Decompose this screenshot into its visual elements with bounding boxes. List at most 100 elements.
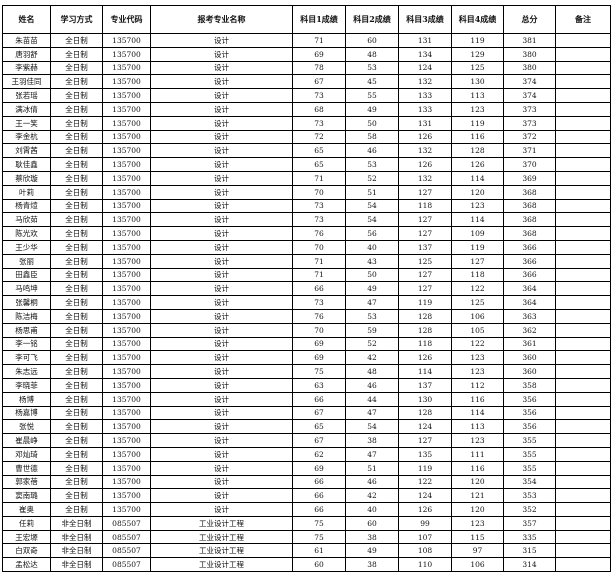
table-cell: 97 bbox=[451, 543, 504, 559]
table-cell: 全日制 bbox=[50, 433, 103, 448]
table-cell: 137 bbox=[398, 377, 452, 393]
table-cell: 设计 bbox=[150, 391, 293, 407]
table-cell: 崔奥 bbox=[2, 502, 51, 517]
table-cell: 118 bbox=[398, 336, 452, 352]
table-cell: 设计 bbox=[150, 253, 293, 269]
table-cell: 68 bbox=[292, 101, 346, 117]
table-row: 王一笑 全日制 135700 设计 73 50 131 119 373 bbox=[2, 115, 611, 131]
table-cell: 非全日制 bbox=[50, 529, 103, 545]
table-cell: 70 bbox=[292, 322, 346, 338]
empty-cell bbox=[555, 33, 611, 48]
table-cell: 59 bbox=[345, 322, 399, 338]
table-cell: 135700 bbox=[102, 88, 151, 103]
table-cell: 73 bbox=[292, 212, 346, 228]
table-cell: 085507 bbox=[102, 557, 151, 573]
table-cell: 陈洁梅 bbox=[2, 308, 51, 324]
table-cell: 135700 bbox=[102, 446, 151, 462]
table-cell: 杨嘉博 bbox=[2, 405, 51, 421]
table-cell: 126 bbox=[398, 129, 452, 145]
table-cell: 56 bbox=[345, 226, 399, 241]
table-cell: 73 bbox=[292, 295, 346, 310]
table-cell: 65 bbox=[292, 157, 346, 172]
table-cell: 全日制 bbox=[50, 33, 103, 48]
table-row: 张悦 全日制 135700 设计 65 54 124 113 356 bbox=[2, 419, 611, 435]
table-row: 朱志远 全日制 135700 设计 75 48 114 123 360 bbox=[2, 364, 611, 379]
table-cell: 134 bbox=[398, 46, 452, 62]
table-cell: 62 bbox=[292, 446, 346, 462]
table-cell: 孟松达 bbox=[2, 557, 51, 573]
table-cell: 135700 bbox=[102, 405, 151, 421]
table-cell: 135700 bbox=[102, 350, 151, 366]
table-row: 王宏塬 非全日制 085507 工业设计工程 75 38 107 115 335 bbox=[2, 529, 611, 545]
table-cell: 69 bbox=[292, 350, 346, 366]
table-cell: 120 bbox=[451, 474, 504, 490]
table-row: 窦南璐 全日制 135700 设计 66 42 124 121 353 bbox=[2, 488, 611, 504]
table-cell: 355 bbox=[503, 460, 556, 476]
table-cell: 364 bbox=[503, 281, 556, 297]
table-cell: 368 bbox=[503, 198, 556, 214]
table-cell: 设计 bbox=[150, 364, 293, 379]
empty-cell bbox=[555, 460, 611, 476]
table-cell: 朱苗苗 bbox=[2, 33, 51, 48]
table-row: 李金杭 全日制 135700 设计 72 58 126 116 372 bbox=[2, 129, 611, 145]
table-cell: 窦南璐 bbox=[2, 488, 51, 504]
table-cell: 127 bbox=[398, 212, 452, 228]
table-row: 杨青煊 全日制 135700 设计 73 54 118 123 368 bbox=[2, 198, 611, 214]
empty-cell bbox=[555, 143, 611, 159]
table-row: 陈光欢 全日制 135700 设计 76 56 127 109 368 bbox=[2, 226, 611, 241]
table-cell: 373 bbox=[503, 101, 556, 117]
table-cell: 116 bbox=[451, 460, 504, 476]
table-cell: 耿佳鑫 bbox=[2, 157, 51, 172]
table-cell: 杨青煊 bbox=[2, 198, 51, 214]
table-body: 朱苗苗 全日制 135700 设计 71 60 131 119 381 唐羽舒 全日制 135700 设… bbox=[2, 33, 611, 573]
table-cell: 50 bbox=[345, 267, 399, 283]
table-cell: 马欣茹 bbox=[2, 212, 51, 228]
empty-cell bbox=[555, 170, 611, 186]
table-cell: 王羽佳同 bbox=[2, 74, 51, 90]
table-cell: 122 bbox=[451, 336, 504, 352]
table-cell: 设计 bbox=[150, 488, 293, 504]
table-cell: 135700 bbox=[102, 46, 151, 62]
table-cell: 135700 bbox=[102, 474, 151, 490]
table-cell: 设计 bbox=[150, 226, 293, 241]
table-cell: 124 bbox=[398, 488, 452, 504]
table-cell: 朱志远 bbox=[2, 364, 51, 379]
table-cell: 设计 bbox=[150, 88, 293, 103]
table-cell: 114 bbox=[398, 364, 452, 379]
table-cell: 设计 bbox=[150, 405, 293, 421]
table-cell: 366 bbox=[503, 239, 556, 255]
table-cell: 128 bbox=[398, 322, 452, 338]
empty-cell bbox=[555, 515, 611, 531]
table-cell: 70 bbox=[292, 239, 346, 255]
table-cell: 76 bbox=[292, 308, 346, 324]
table-cell: 设计 bbox=[150, 295, 293, 310]
table-cell: 设计 bbox=[150, 433, 293, 448]
table-cell: 380 bbox=[503, 60, 556, 76]
table-cell: 353 bbox=[503, 488, 556, 504]
table-cell: 135700 bbox=[102, 184, 151, 200]
table-cell: 69 bbox=[292, 46, 346, 62]
table-cell: 48 bbox=[345, 364, 399, 379]
table-cell: 70 bbox=[292, 184, 346, 200]
table-row: 曹世德 全日制 135700 设计 69 51 119 116 355 bbox=[2, 460, 611, 476]
table-cell: 66 bbox=[292, 281, 346, 297]
empty-cell bbox=[555, 308, 611, 324]
table-cell: 叶莉 bbox=[2, 184, 51, 200]
table-cell: 设计 bbox=[150, 170, 293, 186]
table-cell: 369 bbox=[503, 170, 556, 186]
table-cell: 133 bbox=[398, 101, 452, 117]
table-cell: 王少华 bbox=[2, 239, 51, 255]
table-cell: 085507 bbox=[102, 529, 151, 545]
table-cell: 李金杭 bbox=[2, 129, 51, 145]
table-cell: 崔晨峥 bbox=[2, 433, 51, 448]
table-cell: 135700 bbox=[102, 74, 151, 90]
table-row: 满冰倩 全日制 135700 设计 68 49 133 123 373 bbox=[2, 101, 611, 117]
table-cell: 135700 bbox=[102, 170, 151, 186]
header-cell: 学习方式 bbox=[50, 5, 103, 34]
table-cell: 75 bbox=[292, 515, 346, 531]
table-cell: 355 bbox=[503, 433, 556, 448]
table-cell: 125 bbox=[451, 295, 504, 310]
table-cell: 设计 bbox=[150, 322, 293, 338]
table-cell: 71 bbox=[292, 267, 346, 283]
table-cell: 唐羽舒 bbox=[2, 46, 51, 62]
